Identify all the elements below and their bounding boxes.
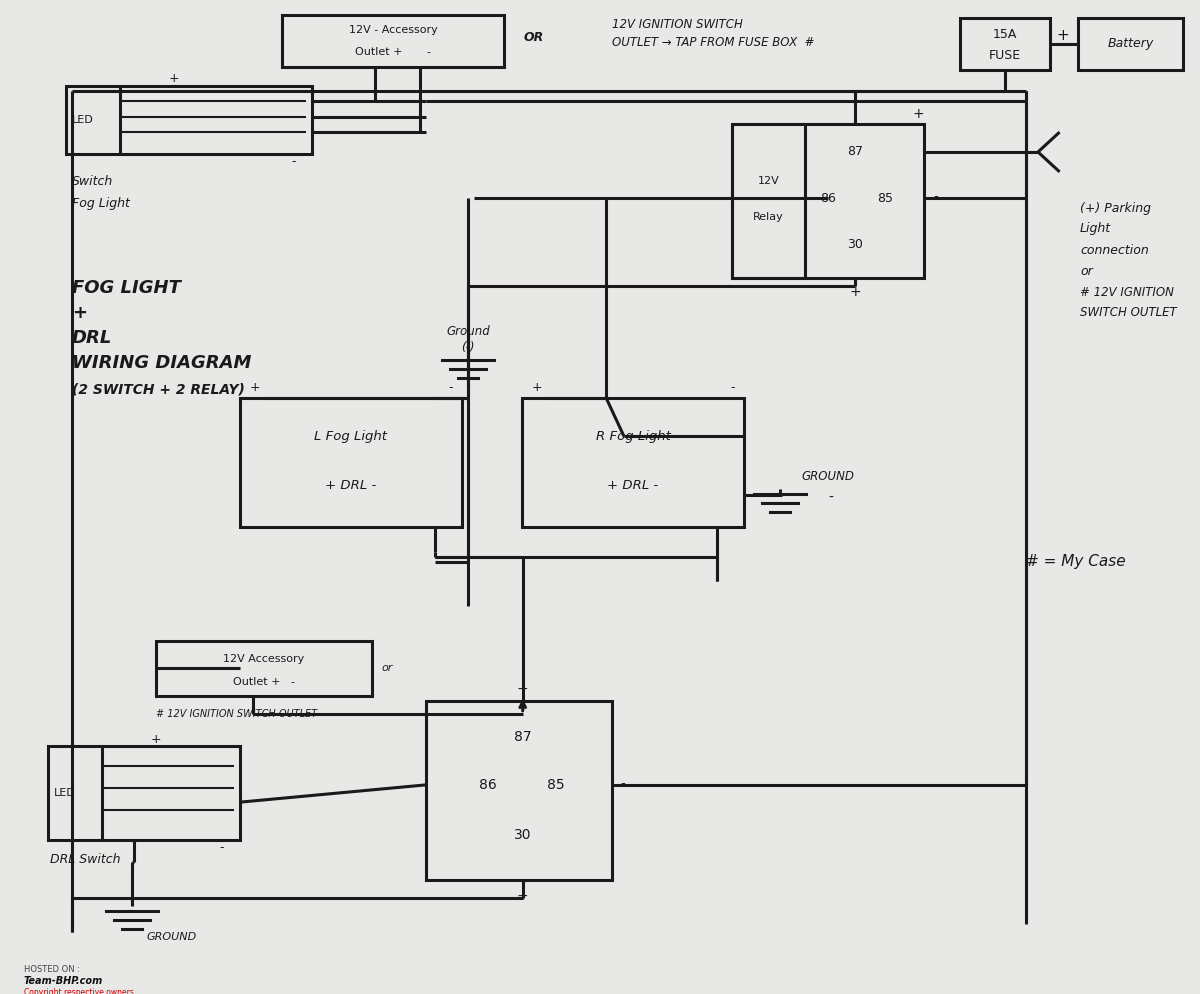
Text: +: + (532, 381, 542, 395)
Text: -: - (220, 841, 224, 855)
Text: 30: 30 (514, 828, 532, 842)
Text: 86: 86 (479, 778, 497, 792)
Text: Battery: Battery (1108, 37, 1153, 51)
Text: +: + (72, 304, 88, 322)
Text: +: + (850, 285, 860, 299)
Text: Outlet +       -: Outlet + - (355, 47, 431, 57)
Text: +: + (517, 682, 528, 696)
Text: 85: 85 (877, 192, 894, 205)
Text: or: or (1080, 264, 1093, 278)
Text: Outlet +   -: Outlet + - (233, 677, 295, 687)
Text: (+) Parking: (+) Parking (1080, 202, 1151, 216)
Text: Relay: Relay (754, 212, 784, 222)
Text: Switch: Switch (72, 175, 113, 189)
Text: -: - (620, 778, 625, 792)
Text: -: - (828, 491, 833, 505)
Text: 12V Accessory: 12V Accessory (223, 654, 305, 664)
Text: Team-BHP.com: Team-BHP.com (24, 976, 103, 986)
Text: # 12V IGNITION SWITCH OUTLET: # 12V IGNITION SWITCH OUTLET (156, 709, 317, 719)
Text: L Fog Light: L Fog Light (314, 429, 388, 443)
Text: FUSE: FUSE (989, 49, 1021, 62)
Text: 86: 86 (820, 192, 836, 205)
Text: Copyright respective owners: Copyright respective owners (24, 987, 134, 994)
Text: 12V - Accessory: 12V - Accessory (349, 26, 437, 36)
Text: GROUND: GROUND (146, 932, 197, 942)
Text: GROUND: GROUND (802, 469, 854, 483)
Text: # 12V IGNITION: # 12V IGNITION (1080, 285, 1174, 299)
Text: -: - (934, 191, 938, 205)
Text: +: + (151, 733, 161, 746)
Text: connection: connection (1080, 244, 1148, 257)
Text: 30: 30 (847, 238, 863, 250)
Text: # = My Case: # = My Case (1026, 554, 1126, 570)
Text: LED: LED (72, 115, 94, 125)
Text: DRL Switch: DRL Switch (50, 853, 121, 867)
Text: 87: 87 (514, 730, 532, 744)
Text: (-): (-) (461, 341, 475, 355)
Text: SWITCH OUTLET: SWITCH OUTLET (1080, 305, 1177, 319)
Text: -: - (730, 381, 734, 395)
Text: +: + (169, 72, 179, 85)
Text: FOG LIGHT: FOG LIGHT (72, 279, 181, 297)
Text: 87: 87 (847, 145, 863, 158)
Text: R Fog Light: R Fog Light (595, 429, 671, 443)
Text: 85: 85 (547, 778, 565, 792)
Text: OUTLET → TAP FROM FUSE BOX  #: OUTLET → TAP FROM FUSE BOX # (612, 36, 815, 50)
Text: LED: LED (54, 787, 76, 798)
Text: OR: OR (523, 31, 544, 45)
Text: +: + (1056, 29, 1069, 44)
Text: -: - (448, 381, 452, 395)
Text: +: + (912, 107, 924, 121)
Text: WIRING DIAGRAM: WIRING DIAGRAM (72, 354, 251, 372)
Text: (2 SWITCH + 2 RELAY): (2 SWITCH + 2 RELAY) (72, 383, 245, 397)
Text: Fog Light: Fog Light (72, 197, 130, 211)
Text: or: or (382, 663, 392, 674)
Text: 15A: 15A (992, 28, 1018, 41)
Text: -: - (292, 155, 296, 169)
Text: Ground: Ground (446, 325, 490, 339)
Text: 12V IGNITION SWITCH: 12V IGNITION SWITCH (612, 18, 743, 32)
Text: Light: Light (1080, 222, 1111, 236)
Text: + DRL -: + DRL - (325, 479, 377, 492)
Text: +: + (517, 889, 528, 903)
Text: +: + (250, 381, 260, 395)
Text: DRL: DRL (72, 329, 113, 347)
Text: 12V: 12V (757, 176, 779, 186)
Text: + DRL -: + DRL - (607, 479, 659, 492)
Text: HOSTED ON :: HOSTED ON : (24, 964, 80, 974)
